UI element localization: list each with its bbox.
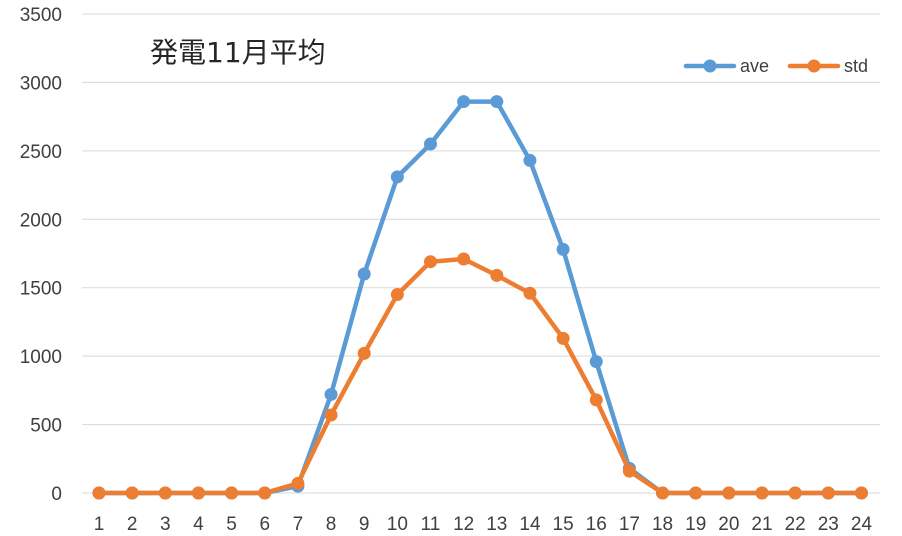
legend-marker-std [807, 59, 821, 73]
x-tick-label: 12 [453, 514, 474, 535]
x-axis-tick-labels: 1 2 3 4 5 6 7 8 9 10 11 12 13 14 15 16 17 18 19 20 21 22 23 24 [94, 514, 873, 535]
x-tick-label: 20 [718, 514, 739, 535]
data-point-ave [357, 267, 371, 281]
legend-item-std: std [787, 56, 868, 76]
data-point-std [589, 393, 603, 407]
x-tick-label: 13 [486, 514, 507, 535]
x-tick-label: 10 [387, 514, 408, 535]
y-tick-label: 2000 [20, 210, 62, 231]
data-point-std [854, 486, 868, 500]
x-tick-label: 22 [785, 514, 806, 535]
x-tick-label: 5 [226, 514, 237, 535]
x-tick-label: 1 [94, 514, 105, 535]
data-point-std [722, 486, 736, 500]
data-point-ave [457, 95, 471, 109]
legend-label-ave: ave [740, 56, 769, 76]
data-point-std [191, 486, 205, 500]
legend-item-ave: ave [683, 56, 769, 76]
x-tick-label: 3 [160, 514, 171, 535]
gridlines [82, 13, 880, 494]
x-tick-label: 17 [619, 514, 640, 535]
data-point-std [225, 486, 239, 500]
y-tick-label: 1000 [20, 347, 62, 368]
x-tick-label: 16 [586, 514, 607, 535]
x-tick-label: 9 [359, 514, 370, 535]
chart-title: 発電11月平均 [150, 36, 326, 69]
data-point-std [556, 331, 570, 345]
legend: ave std [683, 56, 868, 76]
y-tick-label: 1500 [20, 279, 62, 300]
x-tick-label: 23 [818, 514, 839, 535]
x-tick-label: 14 [519, 514, 541, 535]
y-axis-tick-labels: 0 500 1000 1500 2000 2500 3000 3500 [20, 5, 62, 505]
y-tick-label: 500 [30, 416, 62, 437]
data-point-ave [589, 355, 603, 369]
data-point-std [523, 286, 537, 300]
x-tick-label: 6 [259, 514, 270, 535]
x-tick-label: 19 [685, 514, 706, 535]
data-point-std [324, 408, 338, 422]
x-tick-label: 8 [326, 514, 337, 535]
x-tick-label: 24 [851, 514, 873, 535]
x-tick-label: 11 [421, 514, 441, 535]
data-point-std [755, 486, 769, 500]
series-line-ave [96, 99, 864, 496]
x-tick-label: 7 [293, 514, 304, 535]
data-point-ave [324, 387, 338, 401]
data-point-std [821, 486, 835, 500]
series-std [92, 252, 868, 500]
data-point-std [656, 486, 670, 500]
series-ave [92, 95, 868, 500]
data-point-std [92, 486, 106, 500]
series-lines [92, 95, 868, 500]
x-tick-label: 2 [127, 514, 138, 535]
data-point-std [622, 464, 636, 478]
data-point-std [357, 346, 371, 360]
data-point-ave [490, 95, 504, 109]
x-tick-label: 21 [751, 514, 772, 535]
data-point-std [158, 486, 172, 500]
data-point-std [457, 252, 471, 266]
data-point-std [490, 268, 504, 282]
x-tick-label: 4 [193, 514, 204, 535]
data-point-std [788, 486, 802, 500]
legend-label-std: std [844, 56, 868, 76]
data-point-ave [424, 137, 437, 151]
x-tick-label: 15 [553, 514, 574, 535]
data-point-std [424, 255, 437, 269]
data-point-std [390, 288, 404, 302]
data-point-ave [523, 153, 537, 167]
data-point-std [258, 486, 272, 500]
series-line-std [96, 256, 864, 496]
y-tick-label: 3500 [20, 5, 62, 26]
y-tick-label: 2500 [20, 142, 62, 163]
data-point-std [291, 476, 305, 490]
data-point-ave [390, 170, 404, 184]
legend-marker-ave [703, 59, 717, 73]
y-tick-label: 3000 [20, 73, 62, 94]
data-point-std [689, 486, 703, 500]
x-tick-label: 18 [652, 514, 673, 535]
y-tick-label: 0 [51, 484, 62, 505]
data-point-std [125, 486, 139, 500]
data-point-ave [556, 242, 570, 256]
